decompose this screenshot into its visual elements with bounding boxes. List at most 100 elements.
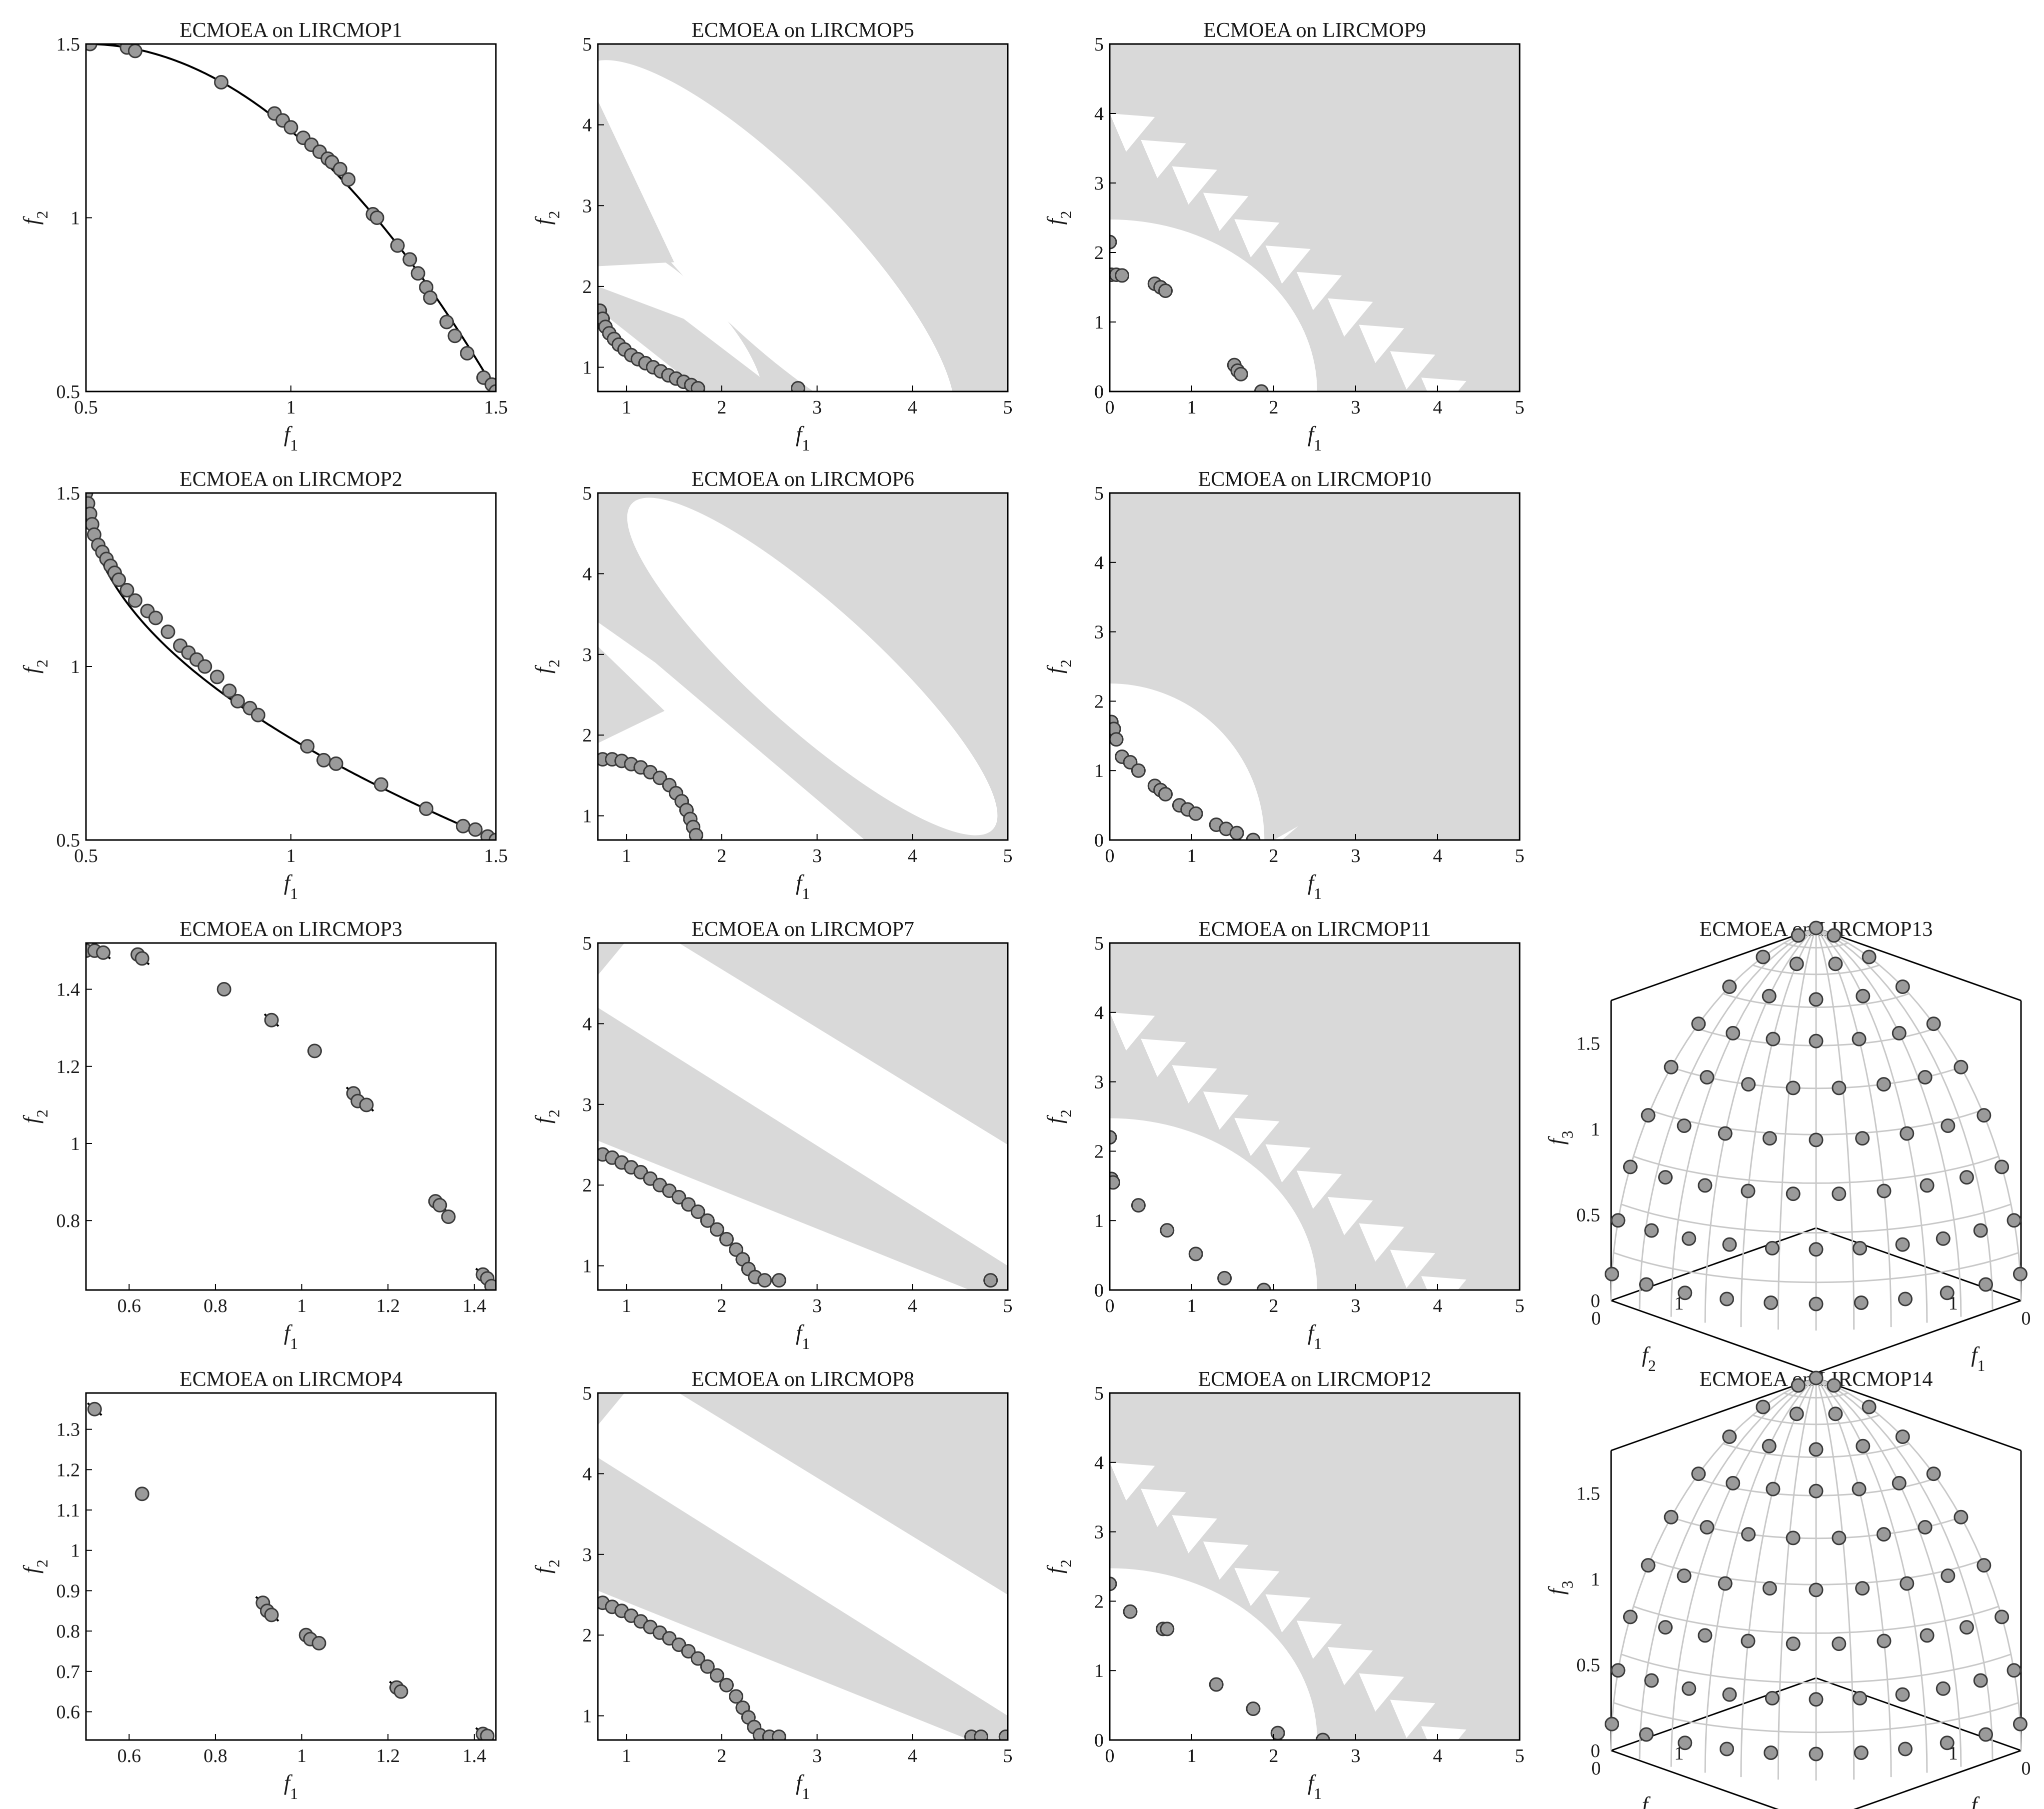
infeasible-region [598,943,625,976]
data-point [1233,366,1248,382]
data-point [1959,1170,1974,1185]
x-tick-label: 1.4 [462,1296,486,1316]
f2-tick-label: 1 [1674,1293,1684,1314]
data-point [1832,1636,1847,1652]
data-point [148,610,163,626]
x-tick-label: 2 [717,1296,726,1316]
data-point [1995,1610,2010,1624]
y-axis-label: f2 [1642,1792,1656,1809]
data-point [1726,1476,1741,1490]
x-tick-label: 2 [717,1746,726,1766]
data-point [729,1689,744,1704]
feasible-notch [1390,351,1436,390]
data-point [1809,1034,1824,1048]
axes-box [85,942,497,1291]
axes-box [85,43,497,392]
y-tick-label: 4 [1094,104,1104,124]
data-point [671,1190,686,1204]
infeasible-region [679,1393,1008,1595]
feasible-notch [1141,1488,1186,1527]
data-point [1940,1736,1955,1750]
data-point [1256,1282,1271,1290]
feasible-notch [1265,1144,1311,1182]
axes-box [597,1392,1009,1741]
chart-title: ECMOEA on LIRCMOP8 [691,1368,914,1391]
data-point [1895,979,1910,994]
data-point [1941,1568,1956,1584]
feasible-notch [1421,1726,1467,1740]
data-point [488,384,496,392]
data-point [460,346,475,361]
data-point [1762,988,1777,1004]
data-point [1766,1482,1781,1496]
data-point [1809,1296,1824,1312]
data-point [1639,1727,1654,1742]
data-point [1115,268,1130,283]
feasible-notch [1234,219,1280,258]
z-tick-label: 1.5 [1577,1034,1601,1054]
data-point [757,1273,772,1288]
y-axis-label-text: f2 [1043,1110,1075,1124]
data-point [359,1098,374,1112]
chart-panel-p1: 0.5 1 1.5 0.5 1 1.5 ECMOEA on LIRCMOP1 f1 f2 [19,19,508,454]
data-point [1876,1077,1891,1092]
data-point [1900,1126,1915,1141]
data-point [134,1486,149,1502]
y-tick-label: 3 [1094,1072,1104,1093]
feasible-notch [1359,1223,1404,1262]
axes-box [1109,43,1521,392]
data-point [1131,1198,1146,1213]
data-point [1160,1622,1175,1636]
y-tick-label: 4 [1094,1452,1104,1474]
y-tick-label: 1.3 [56,1420,80,1440]
data-point [2013,1716,2028,1732]
x-tick-label: 4 [1433,1296,1443,1316]
y-axis-label-text: f2 [531,1560,563,1574]
y-tick-label: 3 [582,1094,592,1116]
data-point [1700,1070,1715,1085]
y-tick-label: 2 [582,1175,592,1196]
feasible-notch [1359,324,1404,364]
z-axis-label: f3 [1544,1130,1576,1144]
x-tick-label: 5 [1003,846,1013,866]
y-tick-label: 1 [70,208,80,229]
data-point [729,1242,744,1257]
feasible-notch [1172,1515,1217,1554]
data-point [87,1402,102,1416]
chart-title: ECMOEA on LIRCMOP5 [691,19,914,42]
feasible-notch [1390,1250,1436,1288]
data-point [719,1678,734,1692]
y-axis-label: f2 [1043,1110,1075,1124]
z-tick-label: 0 [1591,1290,1600,1312]
x-tick-label: 1 [622,846,631,866]
data-point [709,1222,724,1237]
data-point [1900,1576,1915,1591]
y-tick-label: 5 [1094,933,1104,954]
data-point [1160,1223,1175,1238]
y-tick-label: 4 [582,564,592,584]
data-point [1110,1175,1121,1190]
data-point [688,828,703,840]
feasible-region [1110,1118,1317,1290]
data-point [1188,1246,1203,1262]
data-point [393,1684,408,1699]
y-tick-label: 1.5 [56,34,80,55]
y-tick-label: 5 [1094,483,1104,504]
y-tick-label: 4 [1094,1002,1104,1024]
feasible-notch [1172,166,1217,205]
feasible-notch [1203,1542,1249,1580]
data-point [1623,1160,1638,1174]
data-point [700,1659,715,1674]
x-axis-label-text: f1 [1308,1320,1322,1352]
y-tick-label: 2 [1094,1591,1104,1612]
zero-tick-label: 0 [2022,1308,2031,1329]
plot-area [1110,44,1520,392]
data-point [719,1232,734,1246]
data-point [1726,1026,1741,1040]
sphere-grid-line [1704,1377,1817,1773]
data-point [307,1044,322,1058]
y-tick-label: 0 [1094,382,1104,402]
y-tick-label: 1 [1094,1660,1104,1682]
data-point [1854,1745,1869,1760]
x-tick-label: 1 [1187,1296,1197,1316]
